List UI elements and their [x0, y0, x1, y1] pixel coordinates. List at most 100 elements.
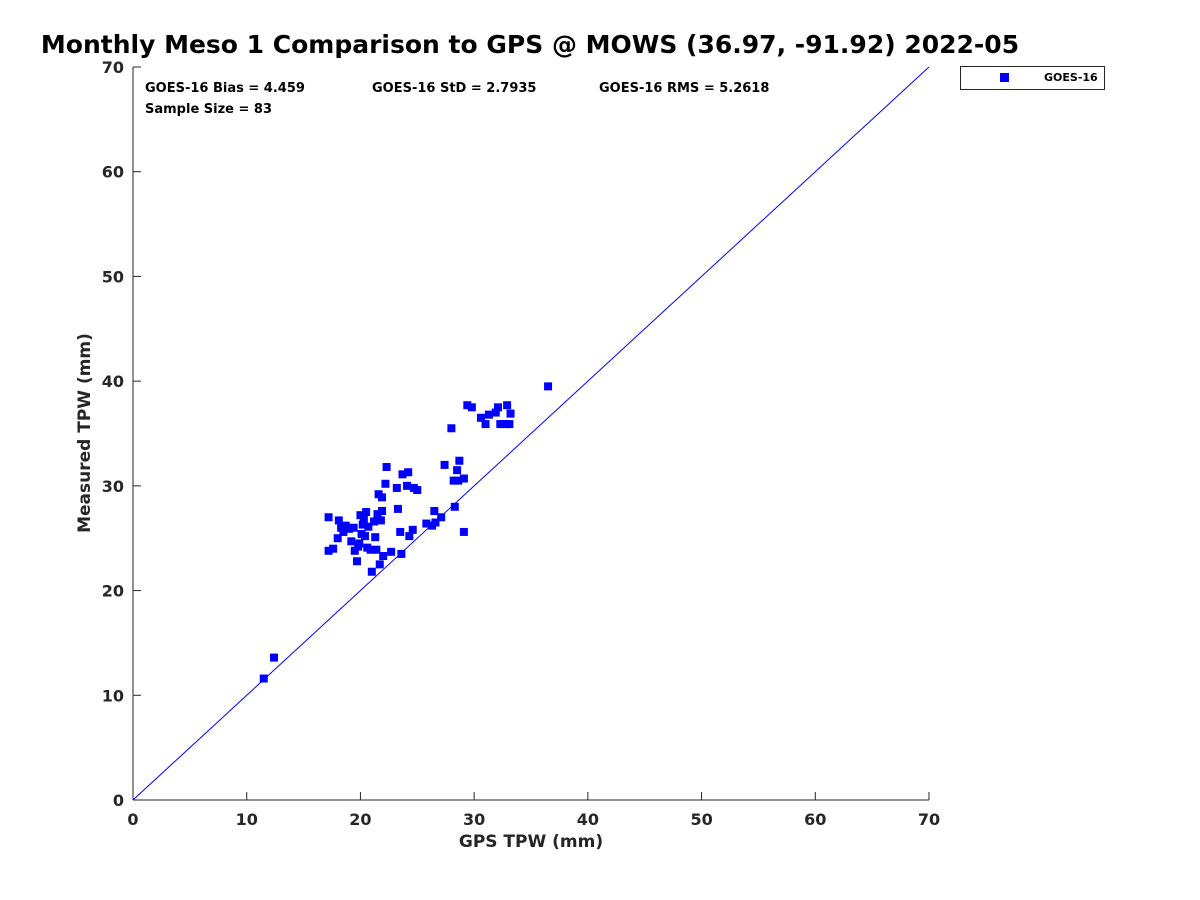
data-point-marker [396, 527, 405, 536]
reference-line-y-equals-x [132, 66, 930, 801]
data-point-marker [337, 523, 346, 532]
y-tick-label: 20 [102, 582, 124, 601]
data-point-marker [440, 460, 449, 469]
data-point-marker [500, 420, 509, 429]
data-point-marker [364, 522, 373, 531]
data-point-marker [503, 401, 512, 410]
data-point-marker [329, 544, 338, 553]
legend: GOES-16 [960, 66, 1105, 90]
data-point-marker [367, 567, 376, 576]
x-tick-label: 0 [127, 810, 138, 829]
y-tick-label: 10 [102, 686, 124, 705]
data-point-marker [450, 502, 459, 511]
tick-labels: 0 10 20 30 40 50 60 70 0 10 20 30 40 50 60 70 [102, 58, 940, 829]
data-point-marker [505, 420, 514, 429]
x-tick-label: 30 [463, 810, 485, 829]
x-tick-label: 70 [918, 810, 940, 829]
data-point-marker [431, 518, 440, 527]
data-point-marker [382, 463, 391, 472]
data-point-marker [408, 525, 417, 534]
y-tick-label: 30 [102, 477, 124, 496]
chart-title: Monthly Meso 1 Comparison to GPS @ MOWS … [40, 30, 1020, 59]
data-point-marker [404, 468, 413, 477]
data-point-marker [324, 546, 333, 555]
data-point-marker [381, 479, 390, 488]
data-point-marker [447, 424, 456, 433]
data-point-marker [376, 516, 385, 525]
data-point-marker [476, 413, 485, 422]
y-axis-label: Measured TPW (mm) [75, 333, 95, 533]
data-point-marker [379, 552, 388, 561]
x-tick-label: 40 [577, 810, 599, 829]
rms-annotation: GOES-16 RMS = 5.2618 [599, 81, 769, 96]
data-point-marker [270, 653, 279, 662]
data-point-marker [484, 410, 493, 419]
x-tick-label: 50 [690, 810, 712, 829]
data-point-marker [359, 515, 368, 524]
x-tick-label: 10 [236, 810, 258, 829]
data-point-marker [356, 511, 365, 520]
data-point-marker [397, 549, 406, 558]
data-point-marker [387, 547, 396, 556]
data-point-marker [366, 545, 375, 554]
data-point-marker [544, 382, 553, 391]
data-point-marker [375, 560, 384, 569]
data-point-marker [422, 519, 431, 528]
data-point-marker [506, 409, 515, 418]
x-axis-label: GPS TPW (mm) [459, 832, 603, 852]
data-point-marker [370, 517, 379, 526]
data-point-marker [371, 533, 380, 542]
y-tick-label: 40 [102, 372, 124, 391]
data-point-marker [459, 474, 468, 483]
x-tick-label: 60 [804, 810, 826, 829]
data-point-marker [405, 532, 414, 541]
data-point-marker [467, 403, 476, 412]
data-point-marker [362, 508, 371, 517]
data-point-marker [334, 516, 343, 525]
data-point-marker [393, 504, 402, 513]
data-point-marker [491, 408, 500, 417]
data-point-marker [333, 534, 342, 543]
y-tick-label: 0 [113, 791, 124, 810]
legend-label: GOES-16 [1044, 71, 1098, 84]
data-point-marker [259, 674, 268, 683]
data-point-marker [339, 527, 348, 536]
data-point-marker [398, 470, 407, 479]
y-tick-label: 60 [102, 163, 124, 182]
x-tick-label: 20 [349, 810, 371, 829]
data-point-marker [372, 545, 381, 554]
data-point-marker [355, 539, 364, 548]
sample-size-annotation: Sample Size = 83 [145, 102, 272, 117]
series-goes16-markers [259, 382, 553, 683]
data-point-marker [358, 520, 367, 529]
std-annotation: GOES-16 StD = 2.7935 [372, 81, 536, 96]
reference-line-group [132, 66, 930, 801]
data-point-marker [496, 420, 505, 429]
data-point-marker [373, 510, 382, 519]
data-point-marker [392, 483, 401, 492]
data-point-marker [403, 481, 412, 490]
y-tick-label: 50 [102, 267, 124, 286]
data-point-marker [481, 420, 490, 429]
data-point-marker [430, 506, 439, 515]
data-point-marker [345, 524, 354, 533]
data-point-marker [378, 506, 387, 515]
data-point-marker [324, 513, 333, 522]
data-point-marker [349, 523, 358, 532]
data-point-marker [413, 486, 422, 495]
data-point-marker [494, 403, 503, 412]
data-point-marker [350, 546, 359, 555]
legend-marker-square-icon [1000, 73, 1009, 82]
data-point-marker [378, 493, 387, 502]
data-point-marker [449, 476, 458, 485]
data-point-marker [455, 456, 464, 465]
data-point-marker [437, 513, 446, 522]
y-tick-label: 70 [102, 58, 124, 77]
data-point-marker [459, 527, 468, 536]
data-point-marker [360, 532, 369, 541]
data-point-marker [347, 537, 356, 546]
data-point-marker [353, 557, 362, 566]
data-point-marker [454, 476, 463, 485]
axes [132, 66, 930, 801]
